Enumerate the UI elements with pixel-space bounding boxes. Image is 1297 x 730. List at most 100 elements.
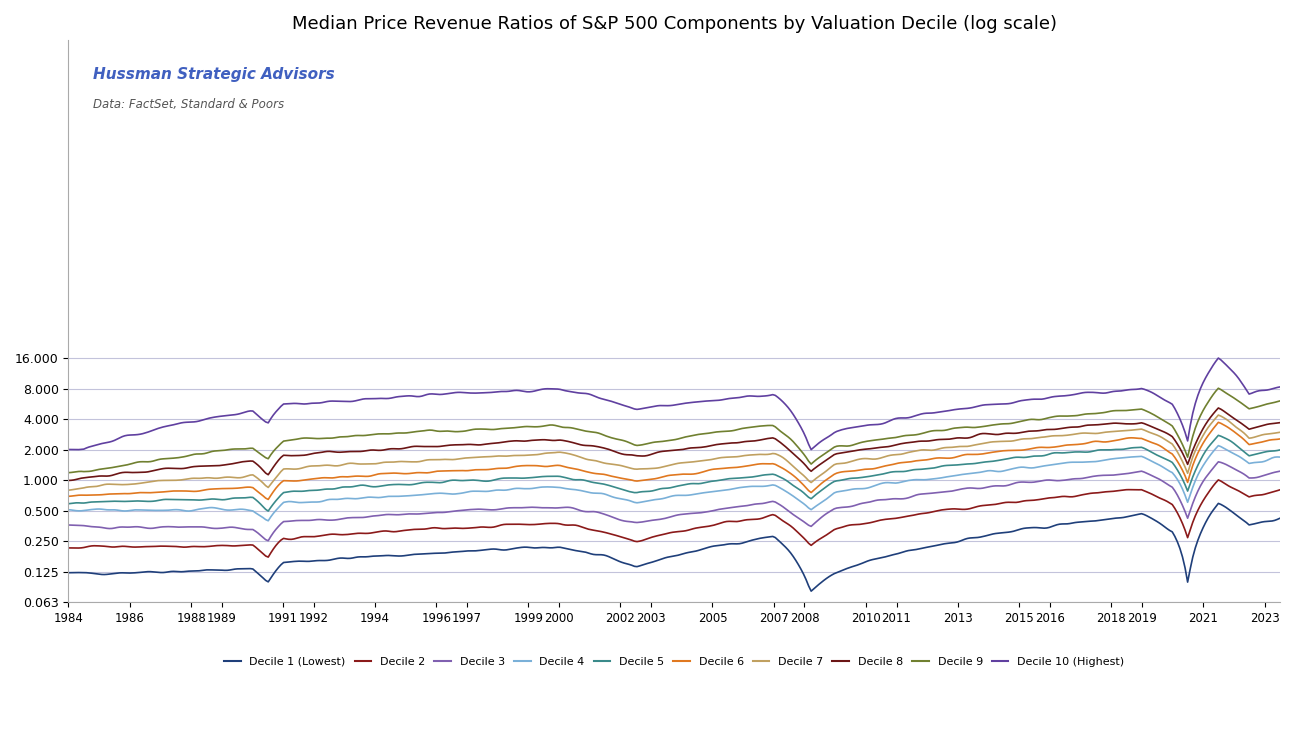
Decile 6 [1178,472,1193,480]
Decile 8 [1288,415,1297,424]
Decile 8 [578,441,594,450]
Decile 4 [261,516,276,525]
Decile 8 [1175,449,1191,458]
Decile 6 [445,466,460,475]
Decile 9 [1288,393,1297,402]
Decile 3 [750,499,765,508]
Decile 3 [581,507,597,516]
Decile 4 [965,469,981,477]
Decile 10 (Highest) [445,388,460,397]
Decile 10 (Highest) [1210,353,1226,362]
Decile 1 (Lowest) [808,583,824,591]
Decile 7 [61,485,77,494]
Line: Decile 7: Decile 7 [69,415,1296,490]
Decile 5 [581,477,597,485]
Decile 10 (Highest) [750,392,765,401]
Line: Decile 4: Decile 4 [69,445,1296,520]
Decile 10 (Highest) [808,441,824,450]
Decile 10 (Highest) [581,390,597,399]
Decile 4 [750,482,765,491]
Text: Hussman Strategic Advisors: Hussman Strategic Advisors [92,67,335,82]
Decile 1 (Lowest) [1178,564,1193,572]
Decile 1 (Lowest) [1288,508,1297,517]
Decile 5 [808,490,824,499]
Decile 7 [1288,426,1297,434]
Decile 6 [1210,418,1226,427]
Decile 9 [805,458,821,466]
Decile 1 (Lowest) [578,548,594,556]
Decile 3 [965,484,981,493]
Decile 2 [61,544,77,553]
Decile 10 (Highest) [69,445,84,454]
Decile 4 [808,502,824,510]
Line: Decile 1 (Lowest): Decile 1 (Lowest) [69,504,1296,591]
Decile 8 [805,465,821,474]
Decile 4 [1210,441,1226,450]
Decile 9 [1175,440,1191,449]
Line: Decile 2: Decile 2 [69,480,1296,557]
Decile 2 [808,537,824,546]
Decile 1 (Lowest) [965,534,981,542]
Decile 3 [261,537,276,545]
Decile 9 [962,423,978,431]
Decile 9 [1210,384,1226,393]
Decile 6 [965,450,981,459]
Line: Decile 3: Decile 3 [69,462,1296,541]
Decile 4 [61,505,77,514]
Decile 10 (Highest) [1178,428,1193,437]
Decile 9 [578,427,594,436]
Decile 5 [1210,431,1226,439]
Decile 8 [962,433,978,442]
Decile 2 [1210,475,1226,484]
Decile 3 [1288,463,1297,472]
Decile 1 (Lowest) [1210,499,1226,508]
Decile 5 [61,499,77,508]
Line: Decile 8: Decile 8 [69,408,1296,480]
Text: Data: FactSet, Standard & Poors: Data: FactSet, Standard & Poors [92,98,284,110]
Decile 6 [261,495,276,504]
Decile 5 [750,472,765,480]
Decile 5 [261,507,276,515]
Decile 8 [442,441,458,450]
Decile 10 (Highest) [61,445,77,454]
Line: Decile 9: Decile 9 [69,388,1296,472]
Decile 7 [1175,457,1191,466]
Line: Decile 5: Decile 5 [69,435,1296,511]
Decile 2 [445,523,460,532]
Decile 6 [750,460,765,469]
Title: Median Price Revenue Ratios of S&P 500 Components by Valuation Decile (log scale: Median Price Revenue Ratios of S&P 500 C… [292,15,1057,33]
Decile 9 [442,427,458,436]
Decile 5 [1178,480,1193,489]
Decile 6 [61,492,77,501]
Line: Decile 6: Decile 6 [69,423,1296,499]
Decile 3 [445,507,460,515]
Decile 1 (Lowest) [747,535,763,544]
Decile 4 [1288,450,1297,459]
Decile 8 [61,476,77,485]
Decile 10 (Highest) [1288,380,1297,389]
Decile 7 [747,450,763,459]
Decile 7 [805,476,821,485]
Decile 4 [581,488,597,496]
Decile 1 (Lowest) [61,569,77,577]
Decile 6 [581,468,597,477]
Legend: Decile 1 (Lowest), Decile 2, Decile 3, Decile 4, Decile 5, Decile 6, Decile 7, D: Decile 1 (Lowest), Decile 2, Decile 3, D… [219,653,1128,671]
Decile 2 [965,504,981,512]
Decile 7 [578,455,594,464]
Decile 3 [1178,507,1193,516]
Decile 6 [1288,431,1297,439]
Decile 2 [1288,482,1297,491]
Decile 3 [808,518,824,526]
Decile 4 [445,490,460,499]
Decile 9 [747,423,763,431]
Line: Decile 10 (Highest): Decile 10 (Highest) [69,358,1296,450]
Decile 1 (Lowest) [803,587,818,596]
Decile 8 [747,437,763,445]
Decile 2 [750,515,765,523]
Decile 7 [962,442,978,450]
Decile 10 (Highest) [965,403,981,412]
Decile 5 [1288,442,1297,450]
Decile 4 [1178,491,1193,499]
Decile 9 [61,468,77,477]
Decile 5 [445,476,460,485]
